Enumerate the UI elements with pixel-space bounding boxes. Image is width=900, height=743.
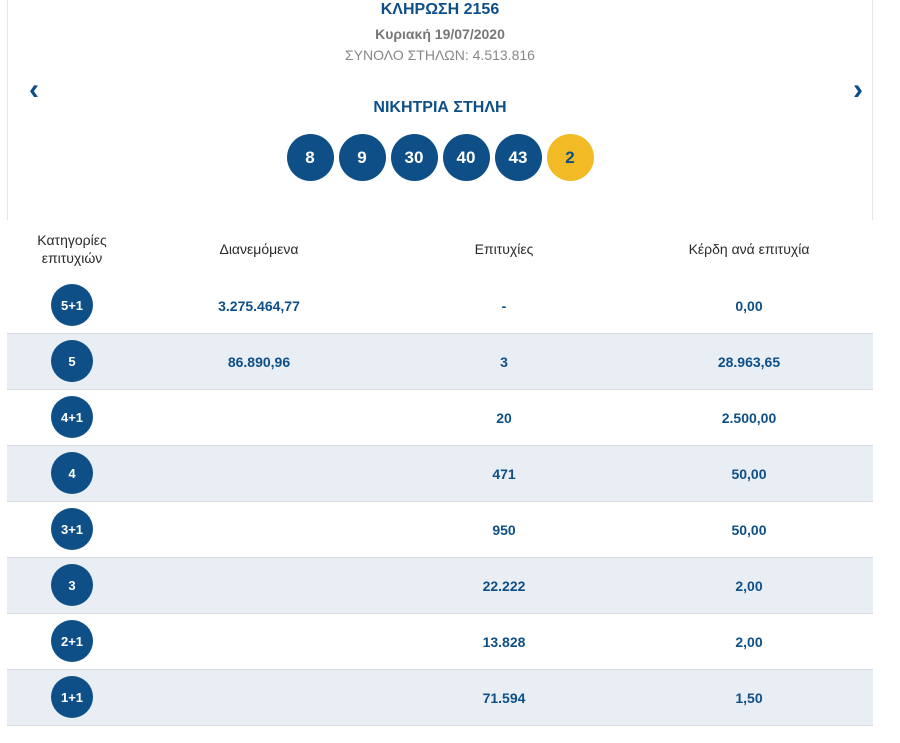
total-columns: ΣΥΝΟΛΟ ΣΤΗΛΩΝ: 4.513.816 xyxy=(345,47,535,63)
table-row: 2+1 13.828 2,00 xyxy=(7,614,873,670)
chevron-left-icon[interactable]: ‹ xyxy=(29,73,39,106)
winners-value: - xyxy=(501,298,507,314)
number-ball: 43 xyxy=(494,134,542,181)
winning-numbers: 8 9 30 40 43 2 xyxy=(8,134,872,181)
winners-value: 950 xyxy=(492,522,516,538)
header-distributed: Διανεμόμενα xyxy=(219,241,299,257)
distributed-value xyxy=(159,558,359,614)
chevron-right-icon[interactable]: › xyxy=(853,73,863,106)
winning-column-label: ΝΙΚΗΤΡΙΑ ΣΤΗΛΗ xyxy=(373,99,507,116)
distributed-value xyxy=(159,670,359,726)
category-badge: 3+1 xyxy=(51,508,93,550)
draw-date: Κυριακή 19/07/2020 xyxy=(375,26,505,42)
table-row: 1+1 71.594 1,50 xyxy=(7,670,873,726)
table-row: 3+1 950 50,00 xyxy=(7,502,873,558)
prize-value: 50,00 xyxy=(731,522,767,538)
winners-value: 13.828 xyxy=(482,634,526,650)
winners-value: 3 xyxy=(500,354,508,370)
prize-value: 50,00 xyxy=(731,466,767,482)
winners-value: 20 xyxy=(496,410,512,426)
table-row: 4+1 20 2.500,00 xyxy=(7,390,873,446)
table-row: 5+1 3.275.464,77 - 0,00 xyxy=(7,278,873,334)
category-badge: 1+1 xyxy=(51,676,93,718)
category-badge: 4+1 xyxy=(51,396,93,438)
winners-value: 71.594 xyxy=(482,690,526,706)
draw-title: ΚΛΗΡΩΣΗ 2156 xyxy=(380,1,500,18)
number-ball: 9 xyxy=(338,134,386,181)
number-ball: 8 xyxy=(286,134,334,181)
table-body: 5+1 3.275.464,77 - 0,00 5 86.890,96 3 28… xyxy=(7,278,873,726)
table-header: Κατηγορίες επιτυχιών Διανεμόμενα Επιτυχί… xyxy=(7,220,873,278)
prize-value: 0,00 xyxy=(735,298,763,314)
number-ball: 40 xyxy=(442,134,490,181)
category-badge: 4 xyxy=(51,452,93,494)
draw-card: ΚΛΗΡΩΣΗ 2156 Κυριακή 19/07/2020 ΣΥΝΟΛΟ Σ… xyxy=(7,0,873,220)
prize-value: 2.500,00 xyxy=(721,410,777,426)
category-badge: 5+1 xyxy=(51,284,93,326)
prize-value: 28.963,65 xyxy=(717,354,781,370)
distributed-value: 86.890,96 xyxy=(227,354,291,370)
category-badge: 2+1 xyxy=(51,620,93,662)
distributed-value xyxy=(159,390,359,446)
distributed-value xyxy=(159,502,359,558)
distributed-value xyxy=(159,614,359,670)
number-ball: 30 xyxy=(390,134,438,181)
bonus-ball: 2 xyxy=(546,134,594,181)
prize-value: 1,50 xyxy=(735,690,763,706)
winners-value: 471 xyxy=(492,466,516,482)
category-badge: 3 xyxy=(51,564,93,606)
table-row: 4 471 50,00 xyxy=(7,446,873,502)
header-winners: Επιτυχίες xyxy=(474,241,534,257)
header-category: Κατηγορίες επιτυχιών xyxy=(37,232,107,266)
winners-value: 22.222 xyxy=(482,578,526,594)
prize-value: 2,00 xyxy=(735,634,763,650)
table-row: 5 86.890,96 3 28.963,65 xyxy=(7,334,873,390)
prize-value: 2,00 xyxy=(735,578,763,594)
distributed-value xyxy=(159,446,359,502)
prize-table: Κατηγορίες επιτυχιών Διανεμόμενα Επιτυχί… xyxy=(7,220,873,726)
header-prize: Κέρδη ανά επιτυχία xyxy=(688,241,810,257)
distributed-value: 3.275.464,77 xyxy=(218,298,300,314)
table-row: 3 22.222 2,00 xyxy=(7,558,873,614)
category-badge: 5 xyxy=(51,340,93,382)
